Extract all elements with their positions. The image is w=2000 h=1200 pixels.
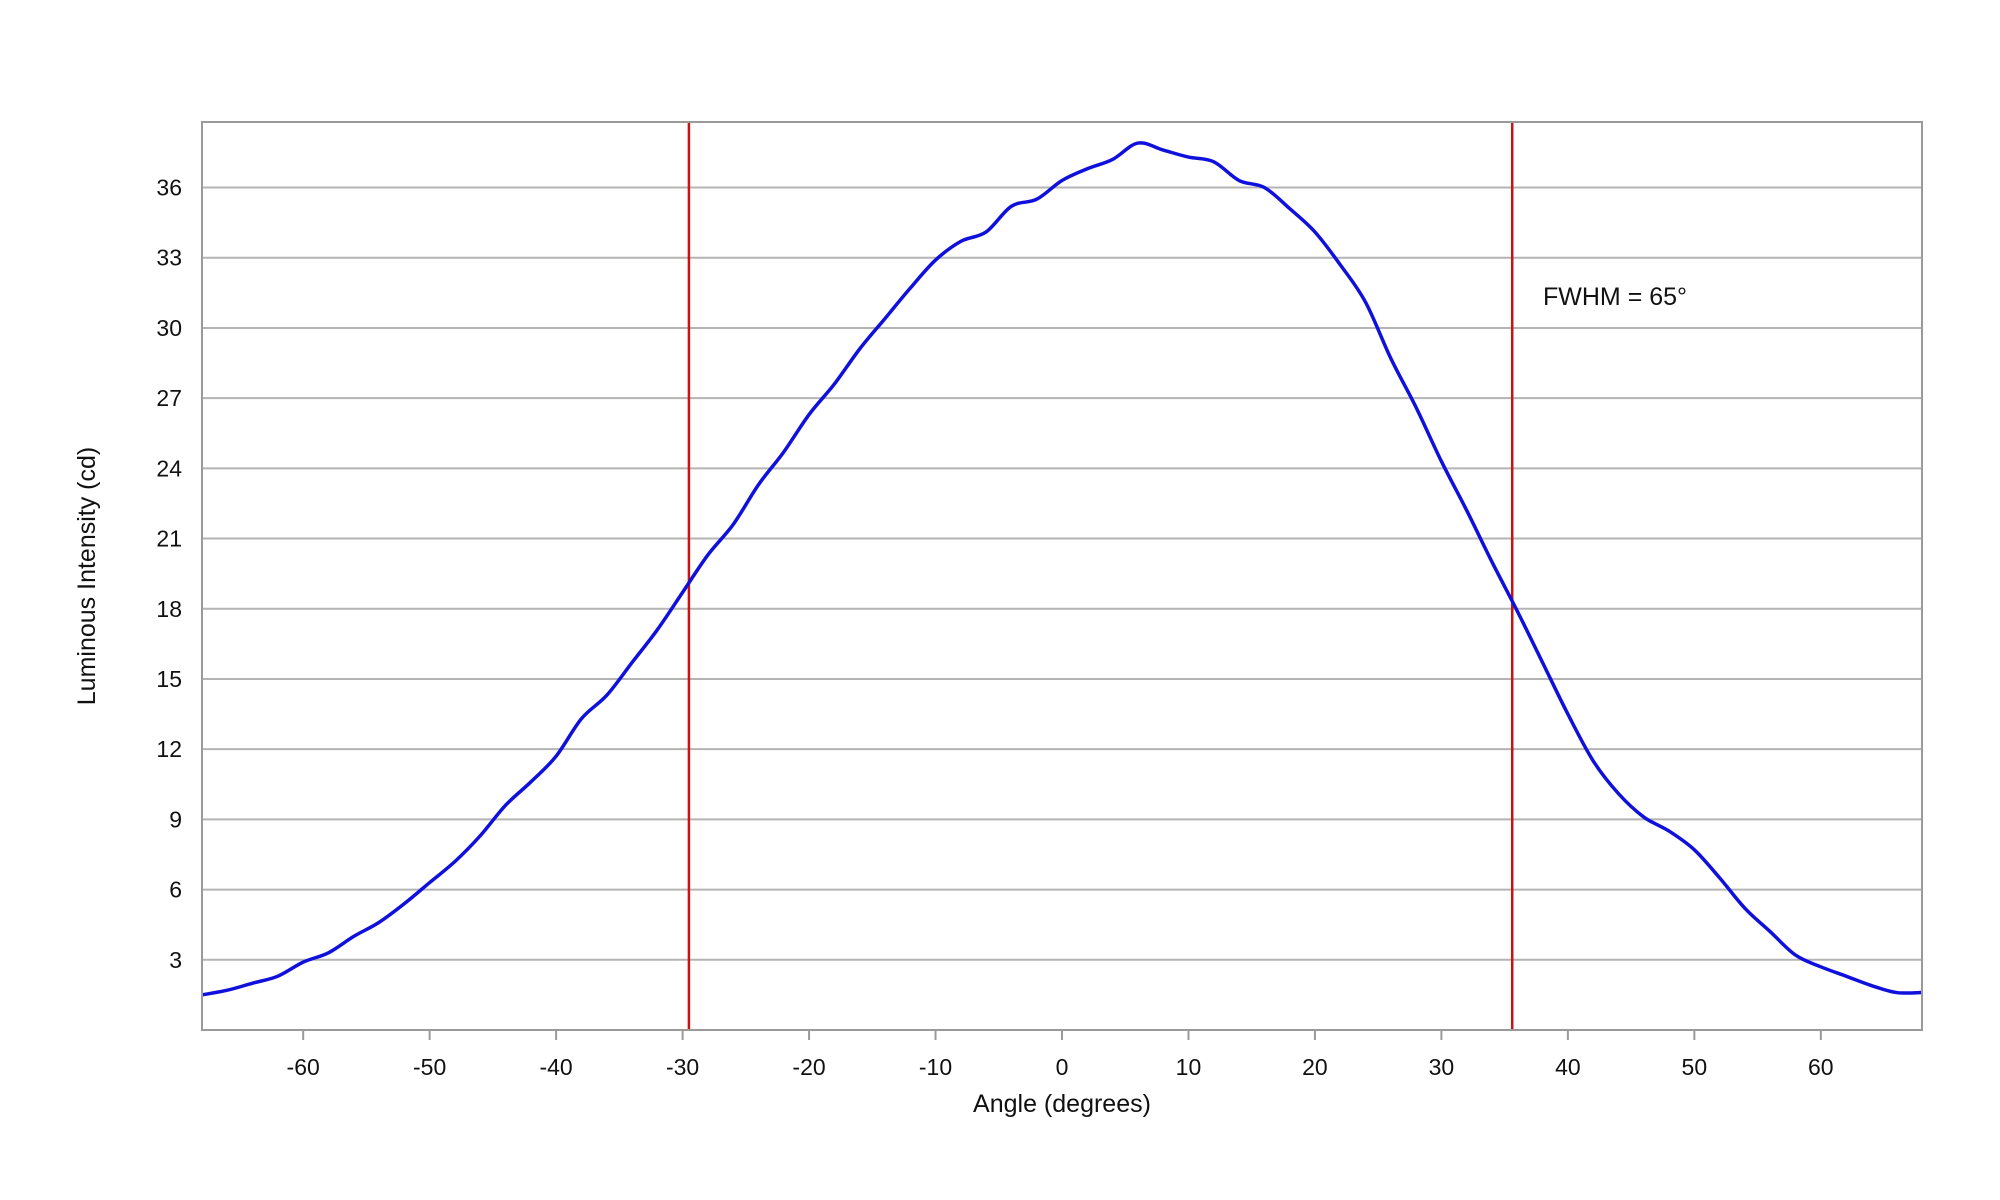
x-tick-label: 60 xyxy=(1808,1054,1834,1080)
fwhm-annotation: FWHM = 65° xyxy=(1543,283,1687,311)
series-layer xyxy=(201,141,1923,997)
x-tick-label: 50 xyxy=(1682,1054,1708,1080)
gridlines xyxy=(202,186,1922,961)
fwhm-markers xyxy=(687,122,1514,1030)
y-axis-label: Luminous Intensity (cd) xyxy=(73,447,101,705)
y-tick-label: 30 xyxy=(156,315,182,341)
x-tick-label: 10 xyxy=(1176,1054,1202,1080)
y-tick-label: 3 xyxy=(169,947,182,973)
x-tick-label: -40 xyxy=(539,1054,572,1080)
series-line xyxy=(201,141,1923,997)
x-tick-label: 0 xyxy=(1056,1054,1069,1080)
x-tick-label: -50 xyxy=(413,1054,446,1080)
x-tick-label: 40 xyxy=(1555,1054,1581,1080)
x-tick-label: -30 xyxy=(666,1054,699,1080)
y-tick-label: 18 xyxy=(156,596,182,622)
x-tick-label: -10 xyxy=(919,1054,952,1080)
x-tick-labels: -60 -50 -40 -30 -20 -10 0 10 20 30 40 50 60 xyxy=(287,1030,1834,1080)
x-axis-label: Angle (degrees) xyxy=(973,1090,1151,1118)
y-tick-label: 36 xyxy=(156,175,182,201)
y-tick-label: 12 xyxy=(156,736,182,762)
y-tick-label: 21 xyxy=(156,526,182,552)
x-tick-label: -20 xyxy=(792,1054,825,1080)
y-tick-label: 33 xyxy=(156,245,182,271)
y-tick-label: 9 xyxy=(169,806,182,832)
y-tick-label: 6 xyxy=(169,877,182,903)
y-tick-label: 15 xyxy=(156,666,182,692)
y-tick-label: 24 xyxy=(156,455,182,481)
y-tick-label: 27 xyxy=(156,385,182,411)
x-tick-label: 20 xyxy=(1302,1054,1328,1080)
x-tick-label: -60 xyxy=(287,1054,320,1080)
x-tick-label: 30 xyxy=(1429,1054,1455,1080)
